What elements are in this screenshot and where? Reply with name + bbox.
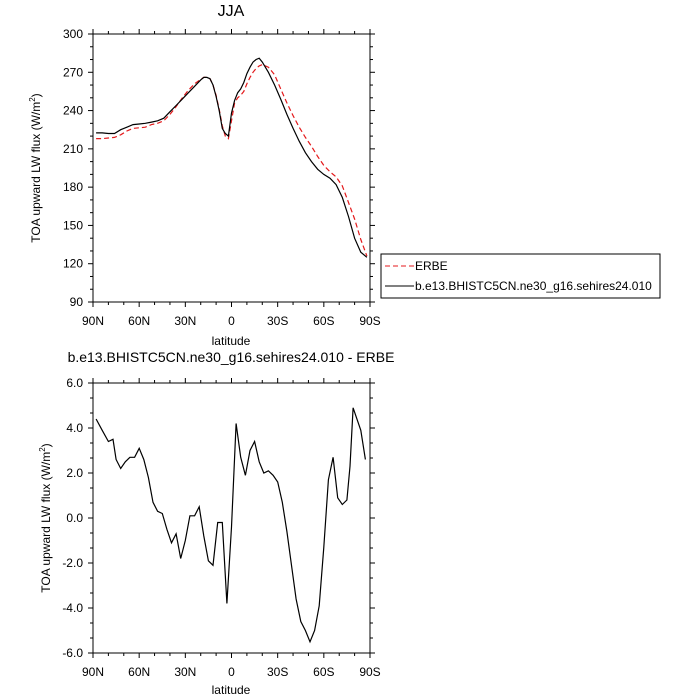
bottom-chart-y-tick-label: 0.0 <box>66 511 83 525</box>
top-chart-legend: ERBE b.e13.BHISTC5CN.ne30_g16.sehires24.… <box>380 253 661 299</box>
bottom-chart-x-tick-label: 30N <box>174 665 196 679</box>
top-chart-lines <box>96 57 368 258</box>
legend-label-erbe: ERBE <box>415 259 448 273</box>
bottom-chart-x-tick-label: 90N <box>82 665 104 679</box>
legend-frame <box>380 253 661 299</box>
top-chart-x-tick-label: 60N <box>128 314 150 328</box>
bottom-chart-y-tick-label: 6.0 <box>66 376 83 390</box>
top-chart-x-tick-label: 90N <box>82 314 104 328</box>
legend-label-model: b.e13.BHISTC5CN.ne30_g16.sehires24.010 <box>415 279 652 293</box>
top-chart-y-axis-label: TOA upward LW flux (W/m2) <box>28 93 43 242</box>
top-chart-plot-frame <box>92 33 371 303</box>
top-chart-y-axis-label-main: TOA upward LW flux (W/m <box>29 102 43 243</box>
top-chart-series-line-0 <box>96 63 368 257</box>
bottom-chart-y-axis-label: TOA upward LW flux (W/m2) <box>38 443 53 592</box>
top-chart-series-line-1 <box>96 57 368 258</box>
bottom-chart-x-axis-label: latitude <box>212 683 251 697</box>
bottom-chart-y-axis-label-sup: 2 <box>38 447 47 452</box>
top-chart-y-tick-label: 210 <box>63 142 83 156</box>
bottom-chart-x-tick-label: 60N <box>128 665 150 679</box>
top-chart-title: JJA <box>218 3 245 20</box>
top-chart-y-tick-label: 300 <box>63 27 83 41</box>
top-chart-y-tick-label: 120 <box>63 257 83 271</box>
top-chart-y-tick-label: 270 <box>63 65 83 79</box>
top-chart-y-tick-label: 150 <box>63 218 83 232</box>
top-chart-y-axis-label-sup: 2 <box>28 97 37 102</box>
bottom-chart-y-tick-label: -6.0 <box>62 646 83 660</box>
top-chart-y-tick-label: 90 <box>70 295 84 309</box>
bottom-chart-ticks: 90N 60N 30N 0 30S 60S 90S -6.0 -4.0 -2.0 0.0 2.0 4.0… <box>62 376 380 679</box>
bottom-chart-y-axis-label-close: ) <box>39 443 53 447</box>
bottom-chart-title: b.e13.BHISTC5CN.ne30_g16.sehires24.010 -… <box>68 349 395 365</box>
top-chart-ticks: 90N 60N 30N 0 30S 60S 90S 90 120 150 180 210 240 270 3… <box>63 27 381 328</box>
bottom-chart-x-tick-label: 90S <box>359 665 380 679</box>
bottom-chart-lines <box>95 407 366 644</box>
top-chart-y-tick-label: 240 <box>63 104 83 118</box>
bottom-chart-y-tick-label: 2.0 <box>66 466 83 480</box>
bottom-chart: b.e13.BHISTC5CN.ne30_g16.sehires24.010 -… <box>38 349 394 697</box>
top-chart-y-tick-label: 180 <box>63 180 83 194</box>
top-chart-y-axis-label-close: ) <box>29 93 43 97</box>
top-chart-x-tick-label: 30S <box>267 314 288 328</box>
top-chart: JJA 90N 60N 30N 0 30S 60S 90S 90 120 150 180 210 240… <box>28 3 661 348</box>
top-chart-x-tick-label: 60S <box>313 314 334 328</box>
bottom-chart-y-axis-label-main: TOA upward LW flux (W/m <box>39 452 53 593</box>
bottom-chart-y-tick-label: -2.0 <box>62 556 83 570</box>
bottom-chart-x-tick-label: 60S <box>313 665 334 679</box>
bottom-chart-x-tick-label: 30S <box>267 665 288 679</box>
top-chart-x-tick-label: 30N <box>174 314 196 328</box>
bottom-chart-y-tick-label: 4.0 <box>66 421 83 435</box>
bottom-chart-series-line-0 <box>95 407 366 644</box>
bottom-chart-y-tick-label: -4.0 <box>62 601 83 615</box>
top-chart-x-tick-label: 90S <box>359 314 380 328</box>
top-chart-x-axis-label: latitude <box>212 334 251 348</box>
top-chart-x-tick-label: 0 <box>228 314 235 328</box>
bottom-chart-x-tick-label: 0 <box>228 665 235 679</box>
